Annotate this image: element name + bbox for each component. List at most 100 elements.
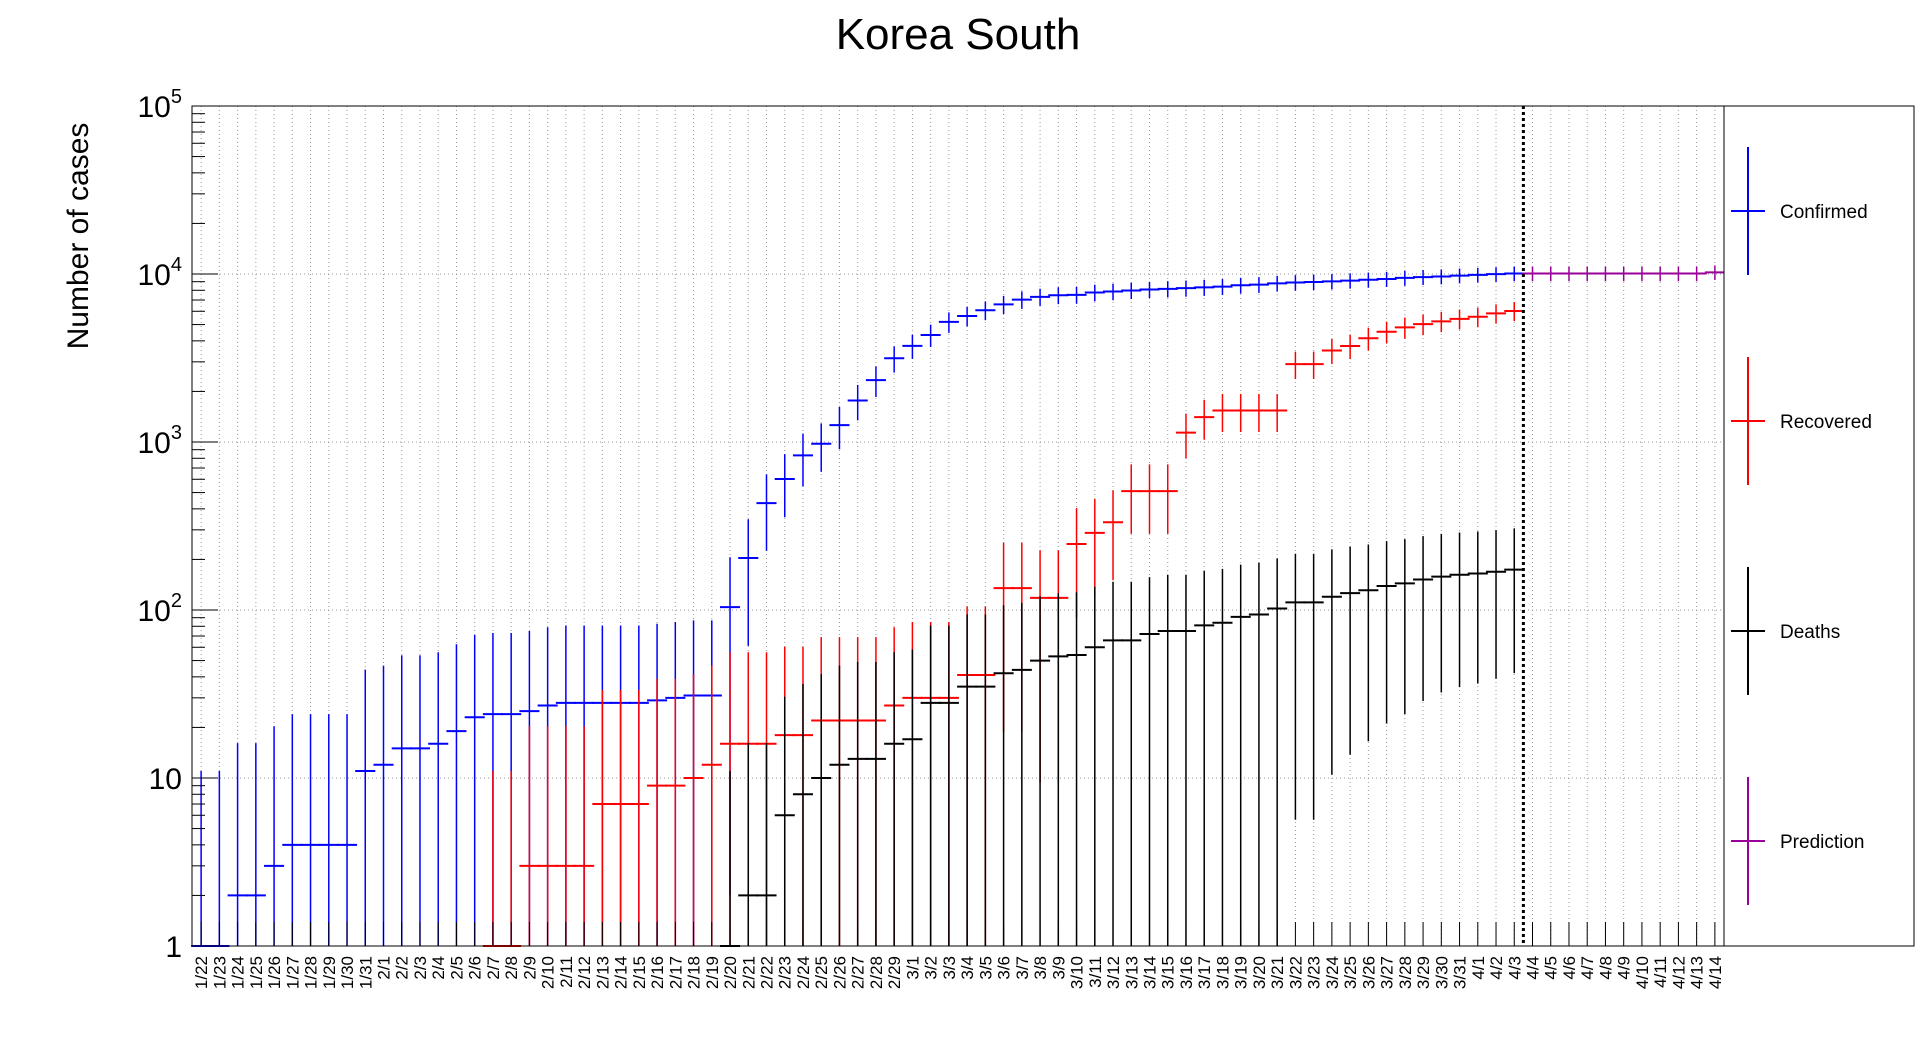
x-tick-label: 4/8 [1596, 956, 1615, 980]
x-tick-label: 2/17 [666, 956, 685, 989]
x-tick-label: 2/11 [557, 956, 576, 988]
x-tick-label: 4/3 [1505, 956, 1524, 980]
x-tick-label: 2/27 [849, 956, 868, 989]
x-tick-label: 2/7 [484, 956, 503, 980]
y-tick-label: 1 [165, 931, 182, 964]
x-tick-label: 2/25 [812, 956, 831, 989]
x-tick-label: 2/19 [703, 956, 722, 989]
x-tick-label: 3/30 [1432, 956, 1451, 989]
x-tick-label: 3/7 [1013, 956, 1032, 980]
x-tick-label: 3/29 [1414, 956, 1433, 989]
x-tick-label: 3/11 [1086, 956, 1105, 988]
x-tick-label: 3/20 [1250, 956, 1269, 989]
chart-title: Korea South [835, 10, 1081, 59]
x-tick-label: 3/2 [922, 956, 941, 980]
y-tick-label-base: 10 [138, 427, 171, 460]
x-tick-label: 3/25 [1341, 956, 1360, 989]
x-tick-label: 1/29 [320, 956, 339, 989]
x-tick-label: 3/8 [1031, 956, 1050, 980]
x-tick-label: 2/8 [502, 956, 521, 980]
x-tick-label: 4/4 [1524, 956, 1543, 980]
x-tick-label: 1/27 [283, 956, 302, 989]
x-tick-label: 2/29 [885, 956, 904, 989]
legend-label-deaths: Deaths [1780, 622, 1840, 643]
plot-frame [191, 105, 1725, 947]
x-tick-label: 2/26 [830, 956, 849, 989]
y-tick-label-base: 1 [165, 931, 182, 964]
x-tick-label: 4/13 [1688, 956, 1707, 989]
x-tick-label: 1/25 [247, 956, 266, 989]
x-tick-label: 2/20 [721, 956, 740, 989]
x-tick-label: 2/23 [776, 956, 795, 989]
x-tick-label: 3/31 [1451, 956, 1470, 989]
x-tick-label: 2/18 [685, 956, 704, 989]
x-tick-label: 2/13 [593, 956, 612, 989]
y-axis-label: Number of cases [62, 123, 95, 350]
x-tick-label: 2/21 [739, 956, 758, 989]
y-tick-label-exp: 2 [171, 590, 182, 612]
x-tick-label: 3/27 [1378, 956, 1397, 989]
x-tick-label: 2/14 [612, 956, 631, 989]
x-tick-label: 3/17 [1195, 956, 1214, 989]
x-tick-label: 4/6 [1560, 956, 1579, 980]
x-tick-label: 3/14 [1141, 956, 1160, 989]
grid-layer [192, 105, 1724, 947]
x-tick-label: 1/23 [210, 956, 229, 989]
x-tick-label: 3/24 [1323, 956, 1342, 989]
x-tick-label: 3/12 [1104, 956, 1123, 989]
x-tick-label: 2/12 [575, 956, 594, 989]
x-tick-label: 3/15 [1159, 956, 1178, 989]
x-tick-label: 3/16 [1177, 956, 1196, 989]
x-tick-label: 1/26 [265, 956, 284, 989]
x-tick-label: 2/3 [411, 956, 430, 980]
x-tick-label: 4/7 [1578, 956, 1597, 980]
x-tick-label: 1/28 [302, 956, 321, 989]
y-tick-label: 103 [138, 422, 183, 460]
y-tick-label: 102 [138, 590, 183, 628]
x-tick-label: 2/6 [466, 956, 485, 980]
y-tick-label: 10 [149, 763, 182, 796]
x-tick-label: 2/15 [630, 956, 649, 989]
y-tick-label: 104 [138, 254, 183, 292]
x-tick-label: 4/14 [1706, 956, 1725, 989]
x-tick-label: 1/31 [356, 956, 375, 989]
x-tick-label: 3/10 [1068, 956, 1087, 989]
x-tick-label: 3/1 [903, 956, 922, 980]
x-tick-label: 3/6 [995, 956, 1014, 980]
x-tick-label: 3/23 [1305, 956, 1324, 989]
y-tick-label-base: 10 [138, 91, 171, 124]
legend-label-confirmed: Confirmed [1780, 202, 1868, 223]
x-tick-label: 3/28 [1396, 956, 1415, 989]
x-tick-label: 3/22 [1286, 956, 1305, 989]
y-tick-label-exp: 3 [171, 422, 182, 444]
x-tick-label: 2/1 [375, 956, 394, 980]
x-tick-label: 3/3 [940, 956, 959, 980]
x-tick-label: 3/21 [1268, 956, 1287, 989]
x-tick-label: 2/24 [794, 956, 813, 989]
x-tick-label: 4/11 [1651, 956, 1670, 988]
legend-label-prediction: Prediction [1780, 832, 1865, 853]
y-tick-label: 105 [138, 86, 183, 124]
x-tick-label: 3/4 [958, 956, 977, 980]
x-tick-label: 1/22 [192, 956, 211, 989]
marks-layer [191, 106, 1725, 947]
x-tick-label: 4/10 [1633, 956, 1652, 989]
x-tick-label: 4/5 [1542, 956, 1561, 980]
x-tick-label: 2/16 [648, 956, 667, 989]
y-tick-label-exp: 5 [171, 86, 182, 108]
y-tick-label-base: 10 [138, 595, 171, 628]
x-tick-label: 3/5 [976, 956, 995, 980]
y-tick-label-base: 10 [149, 763, 182, 796]
x-tick-label: 3/26 [1359, 956, 1378, 989]
x-tick-label: 4/12 [1669, 956, 1688, 989]
x-tick-label: 2/2 [393, 956, 412, 980]
x-tick-label: 2/10 [539, 956, 558, 989]
x-tick-label: 1/24 [229, 956, 248, 989]
legend: Confirmed Recovered Deaths Prediction [1723, 105, 1915, 947]
x-tick-label: 2/28 [867, 956, 886, 989]
x-tick-label: 4/9 [1615, 956, 1634, 980]
x-tick-label: 3/18 [1213, 956, 1232, 989]
y-tick-label-base: 10 [138, 259, 171, 292]
